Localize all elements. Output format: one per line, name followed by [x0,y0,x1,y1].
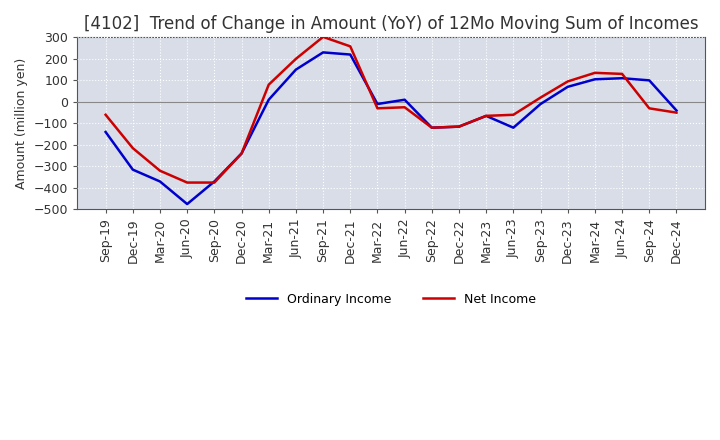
Net Income [645,106,654,111]
Ordinary Income [536,101,545,106]
Ordinary Income [237,151,246,156]
Ordinary Income [128,167,137,172]
Net Income [183,180,192,185]
Net Income [454,124,463,129]
Net Income [590,70,599,76]
Net Income [482,113,490,118]
Net Income [156,168,164,173]
Ordinary Income [102,129,110,135]
Ordinary Income [319,50,328,55]
Ordinary Income [454,124,463,129]
Ordinary Income [645,78,654,83]
Ordinary Income [400,97,409,103]
Net Income [237,151,246,156]
Net Income [400,105,409,110]
Ordinary Income [672,108,681,113]
Ordinary Income [564,84,572,89]
Ordinary Income [346,52,354,57]
Net Income [509,112,518,117]
Line: Net Income: Net Income [106,37,677,183]
Net Income [210,180,219,185]
Ordinary Income [183,202,192,207]
Net Income [128,146,137,151]
Ordinary Income [590,77,599,82]
Ordinary Income [428,125,436,130]
Net Income [618,71,626,77]
Net Income [428,125,436,130]
Y-axis label: Amount (million yen): Amount (million yen) [15,58,28,189]
Net Income [373,106,382,111]
Title: [4102]  Trend of Change in Amount (YoY) of 12Mo Moving Sum of Incomes: [4102] Trend of Change in Amount (YoY) o… [84,15,698,33]
Net Income [264,82,273,87]
Ordinary Income [373,101,382,106]
Ordinary Income [210,179,219,184]
Net Income [346,44,354,49]
Ordinary Income [482,113,490,118]
Net Income [319,34,328,40]
Ordinary Income [264,97,273,103]
Net Income [292,56,300,62]
Net Income [564,79,572,84]
Net Income [536,95,545,100]
Ordinary Income [156,179,164,184]
Ordinary Income [618,76,626,81]
Legend: Ordinary Income, Net Income: Ordinary Income, Net Income [241,288,541,311]
Ordinary Income [509,125,518,130]
Ordinary Income [292,67,300,72]
Line: Ordinary Income: Ordinary Income [106,52,677,204]
Net Income [102,112,110,117]
Net Income [672,110,681,115]
